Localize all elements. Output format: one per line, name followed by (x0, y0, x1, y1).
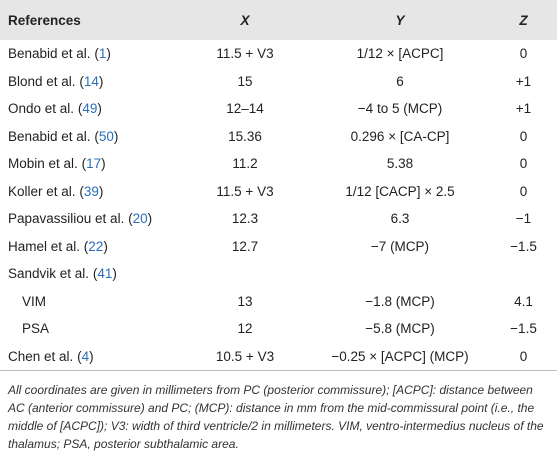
table-row: Koller et al. (39) 11.5 + V3 1/12 [CACP] ×… (0, 178, 557, 206)
table-row: Ondo et al. (49) 12–14 −4 to 5 (MCP) +1 (0, 95, 557, 123)
value-cell: 1/12 × [ACPC] (356, 46, 444, 62)
coordinates-table: References X Y Z Benabid et al. (1) 11.5 … (0, 0, 557, 371)
reference-cell: Blond et al. (14) (0, 68, 180, 96)
value-cell: 0.296 × [CA-CP] (350, 128, 450, 144)
value-cell: 0 (519, 46, 528, 62)
header-cell: References (0, 0, 180, 40)
header-row: References X Y Z (0, 0, 557, 40)
reference-name: Benabid et al. (8, 128, 91, 144)
reference-cell: PSA (0, 315, 180, 343)
table-row: Chen et al. (4) 10.5 + V3 −0.25 × [ACPC] (… (0, 342, 557, 371)
reference-cell: Chen et al. (4) (0, 342, 180, 371)
table-row: PSA 12 −5.8 (MCP) −1.5 (0, 315, 557, 343)
empty-cell (490, 260, 557, 288)
reference-name: Ondo et al. (8, 101, 75, 117)
value-cell: −5.8 (MCP) (365, 321, 435, 337)
reference-cell: Ondo et al. (49) (0, 95, 180, 123)
citation: (22) (83, 238, 108, 254)
value-cell: 12.3 (231, 211, 259, 227)
value-cell: 11.5 + V3 (216, 183, 274, 199)
header-cell: X (180, 0, 310, 40)
table-body: Benabid et al. (1) 11.5 + V3 1/12 × [ACPC]… (0, 40, 557, 371)
reference-name: Chen et al. (8, 348, 74, 364)
value-cell: 15 (237, 73, 253, 89)
table-row: Mobin et al. (17) 11.2 5.38 0 (0, 150, 557, 178)
table-row: Sandvik et al. (41) (0, 260, 557, 288)
citation: (49) (77, 101, 102, 117)
reference-name: Blond et al. (8, 73, 76, 89)
citation: (14) (79, 73, 104, 89)
reference-name: Koller et al. (8, 183, 76, 199)
table-row: Benabid et al. (50) 15.36 0.296 × [CA-CP] 0 (0, 123, 557, 151)
value-cell: −1.5 (510, 238, 537, 254)
table-row: VIM 13 −1.8 (MCP) 4.1 (0, 288, 557, 316)
reference-cell: Benabid et al. (1) (0, 40, 180, 68)
value-cell: +1 (515, 73, 532, 89)
reference-cell: Sandvik et al. (41) (0, 260, 180, 288)
value-cell: 4.1 (514, 293, 533, 309)
value-cell: +1 (515, 101, 532, 117)
reference-cell: VIM (0, 288, 180, 316)
table-row: Hamel et al. (22) 12.7 −7 (MCP) −1.5 (0, 233, 557, 261)
table-row: Blond et al. (14) 15 6 +1 (0, 68, 557, 96)
value-cell: 6.3 (390, 211, 410, 227)
citation: (50) (94, 128, 119, 144)
citation: (41) (92, 266, 117, 282)
value-cell: −1.8 (MCP) (365, 293, 435, 309)
value-cell: 12.7 (231, 238, 259, 254)
value-cell: −1 (515, 211, 532, 227)
value-cell: 0 (519, 183, 528, 199)
citation: (20) (128, 211, 153, 227)
table-row: Papavassiliou et al. (20) 12.3 6.3 −1 (0, 205, 557, 233)
value-cell: −0.25 × [ACPC] (MCP) (310, 342, 490, 371)
reference-cell: Hamel et al. (22) (0, 233, 180, 261)
value-cell: 13 (237, 293, 253, 309)
value-cell: −1.5 (510, 321, 537, 337)
reference-cell: Benabid et al. (50) (0, 123, 180, 151)
reference-name: Benabid et al. (8, 46, 91, 62)
empty-cell (180, 260, 310, 288)
citation: (39) (79, 183, 104, 199)
reference-name: Hamel et al. (8, 238, 81, 254)
header-cell: Z (490, 0, 557, 40)
reference-cell: Mobin et al. (17) (0, 150, 180, 178)
reference-name: VIM (22, 293, 47, 309)
reference-cell: Papavassiliou et al. (20) (0, 205, 180, 233)
table-header: References X Y Z (0, 0, 557, 40)
value-cell: −7 (MCP) (370, 238, 430, 254)
value-cell: 11.2 (232, 156, 258, 172)
reference-name: PSA (22, 321, 50, 337)
value-cell: 5.38 (386, 156, 414, 172)
reference-name: Mobin et al. (8, 156, 78, 172)
table-row: Benabid et al. (1) 11.5 + V3 1/12 × [ACPC]… (0, 40, 557, 68)
citation: (17) (81, 156, 106, 172)
header-cell: Y (310, 0, 490, 40)
value-cell: 0 (519, 128, 528, 144)
value-cell: 11.5 + V3 (216, 46, 274, 62)
reference-name: Sandvik et al. (8, 266, 90, 282)
value-cell: 10.5 + V3 (180, 342, 310, 371)
footnote: All coordinates are given in millimeters… (8, 383, 544, 451)
citation: (1) (94, 46, 111, 62)
value-cell: 1/12 [CACP] × 2.5 (345, 183, 455, 199)
value-cell: 12–14 (226, 101, 264, 117)
value-cell: 6 (396, 73, 404, 89)
table-figure: References X Y Z Benabid et al. (1) 11.5 … (0, 0, 557, 451)
reference-name: Papavassiliou et al. (8, 211, 125, 227)
value-cell: 12 (237, 321, 253, 337)
reference-cell: Koller et al. (39) (0, 178, 180, 206)
empty-cell (310, 260, 490, 288)
citation: (4) (77, 348, 94, 364)
value-cell: 0 (490, 342, 557, 371)
value-cell: −4 to 5 (MCP) (357, 101, 443, 117)
value-cell: 0 (519, 156, 528, 172)
value-cell: 15.36 (228, 128, 262, 144)
